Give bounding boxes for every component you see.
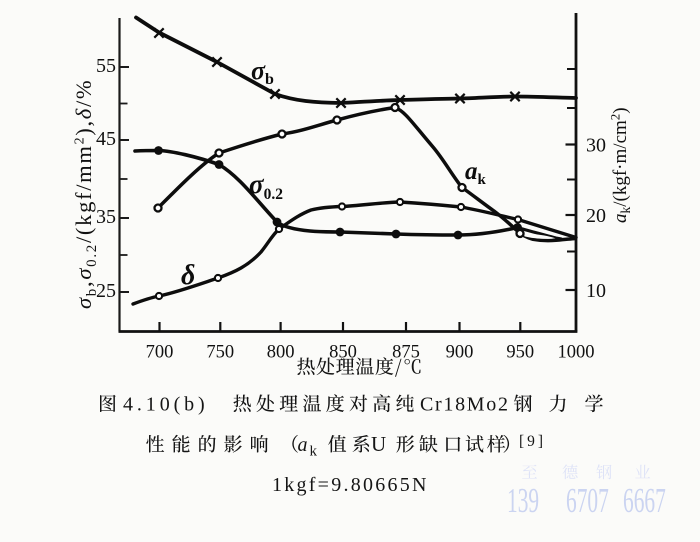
svg-text:a: a: [298, 434, 308, 456]
svg-text:6707: 6707: [566, 482, 609, 520]
svg-text:45: 45: [96, 128, 116, 150]
svg-text:25: 25: [96, 280, 116, 302]
svg-text:6667: 6667: [623, 482, 666, 520]
svg-text:1kgf=9.80665N: 1kgf=9.80665N: [272, 474, 429, 496]
svg-text:875: 875: [392, 343, 420, 363]
svg-text:U: U: [371, 432, 386, 456]
svg-text:σb,σ0.2/(kgf/mm2),δ/%: σb,σ0.2/(kgf/mm2),δ/%: [71, 79, 100, 309]
svg-text:750: 750: [206, 343, 234, 363]
svg-text:k: k: [310, 444, 318, 460]
svg-text:30: 30: [586, 135, 606, 157]
svg-text:20: 20: [586, 205, 606, 227]
svg-text:139: 139: [507, 482, 539, 520]
svg-text:35: 35: [96, 206, 116, 228]
svg-text:Cr18Mo2: Cr18Mo2: [420, 394, 510, 416]
svg-text:δ: δ: [181, 260, 195, 291]
svg-text:900: 900: [446, 343, 474, 363]
svg-text:[9]: [9]: [519, 433, 546, 450]
svg-text:55: 55: [96, 55, 116, 77]
svg-text:800: 800: [267, 343, 295, 363]
svg-text:850: 850: [329, 343, 357, 363]
svg-text:10: 10: [586, 280, 606, 302]
svg-text:1000: 1000: [558, 343, 595, 363]
svg-text:ak/(kgf·m/cm2): ak/(kgf·m/cm2): [608, 107, 634, 223]
svg-text:4.10(b): 4.10(b): [123, 394, 209, 416]
svg-text:700: 700: [146, 343, 174, 363]
svg-text:950: 950: [506, 343, 534, 363]
